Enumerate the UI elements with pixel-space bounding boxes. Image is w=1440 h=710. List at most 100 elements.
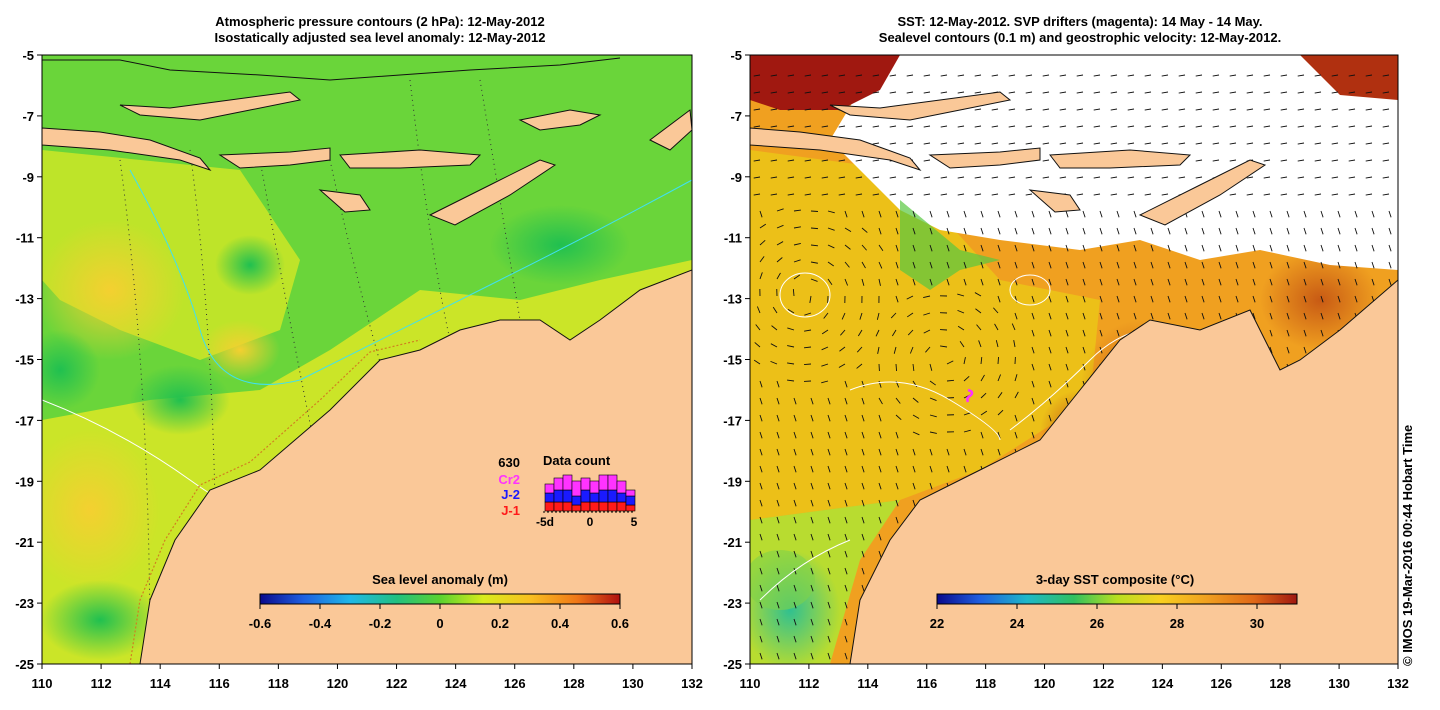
- velocity-arrow: [821, 74, 829, 77]
- velocity-arrow: [997, 227, 1001, 235]
- velocity-arrow: [1031, 414, 1035, 422]
- bar-cr2: [625, 489, 636, 497]
- sst-colorbar-bar: [936, 593, 1298, 605]
- velocity-arrow: [997, 409, 1004, 416]
- java-island: [42, 127, 212, 172]
- velocity-arrow: [963, 227, 967, 235]
- velocity-arrow: [770, 125, 778, 128]
- imos-credit: © IMOS 19-Mar-2016 00:44 Hobart Time: [1400, 424, 1415, 666]
- velocity-arrow: [787, 74, 795, 77]
- velocity-arrow: [912, 482, 916, 490]
- velocity-arrow: [1246, 108, 1254, 111]
- velocity-arrow: [1303, 227, 1307, 235]
- velocity-arrow: [821, 380, 829, 384]
- velocity-arrow: [1042, 108, 1050, 111]
- velocity-arrow: [991, 142, 999, 145]
- velocity-arrow: [1008, 74, 1016, 77]
- velocity-arrow: [1252, 210, 1256, 218]
- velocity-arrow: [980, 410, 988, 416]
- velocity-arrow: [1212, 74, 1220, 77]
- velocity-arrow: [1144, 125, 1152, 128]
- velocity-arrow: [861, 397, 865, 405]
- velocity-arrow: [1201, 261, 1205, 269]
- velocity-arrow: [1161, 176, 1169, 179]
- bar-j2: [607, 489, 618, 503]
- velocity-arrow: [912, 210, 916, 218]
- sst-colorbar-ticks: 22 24 26 28 30: [930, 604, 1264, 631]
- velocity-arrow: [997, 392, 1003, 399]
- velocity-arrow: [810, 601, 814, 609]
- velocity-arrow: [793, 652, 797, 660]
- velocity-arrow: [974, 176, 982, 179]
- velocity-arrow: [957, 74, 965, 77]
- velocity-arrow: [957, 293, 965, 297]
- velocity-arrow: [844, 261, 850, 268]
- velocity-arrow: [776, 601, 780, 609]
- velocity-arrow: [1110, 74, 1118, 77]
- velocity-arrow: [929, 210, 933, 218]
- velocity-arrow: [906, 142, 914, 145]
- velocity-arrow: [1348, 176, 1356, 179]
- velocity-arrow: [838, 74, 846, 77]
- velocity-arrow: [804, 108, 812, 111]
- velocity-arrow: [991, 108, 999, 111]
- velocity-arrow: [1099, 210, 1103, 218]
- right-title-line2: Sealevel contours (0.1 m) and geostrophi…: [878, 30, 1282, 45]
- sst-hot-north: [750, 55, 900, 110]
- y-tick-label: -11: [16, 231, 34, 246]
- velocity-arrow: [787, 159, 795, 162]
- data-count-title: Data count: [543, 453, 611, 468]
- velocity-arrow: [1331, 193, 1339, 196]
- velocity-arrow: [827, 601, 831, 609]
- velocity-arrow: [872, 193, 880, 196]
- velocity-arrow: [940, 125, 948, 128]
- velocity-arrow: [991, 74, 999, 77]
- velocity-arrow: [963, 465, 967, 473]
- velocity-arrow: [1110, 176, 1118, 179]
- data-count-inset: 630 Data count Cr2 J-2 J-1 -5d 0 5: [498, 453, 637, 529]
- velocity-arrow: [809, 295, 812, 303]
- velocity-arrow: [906, 74, 914, 77]
- velocity-arrow: [929, 278, 933, 286]
- velocity-arrow: [810, 261, 818, 264]
- velocity-arrow: [776, 550, 780, 558]
- velocity-arrow: [980, 392, 987, 399]
- velocity-arrow: [1246, 74, 1254, 77]
- velocity-arrow: [1212, 91, 1220, 94]
- velocity-arrow: [872, 74, 880, 77]
- velocity-arrow: [861, 414, 865, 422]
- x-tick-label: 122: [386, 676, 408, 691]
- velocity-arrow: [1229, 74, 1237, 77]
- velocity-arrow: [861, 465, 865, 473]
- velocity-arrow: [810, 397, 814, 405]
- velocity-arrow: [844, 635, 848, 643]
- velocity-arrow: [1076, 125, 1084, 128]
- velocity-arrow: [1110, 125, 1118, 128]
- velocity-arrow: [1263, 159, 1271, 162]
- velocity-arrow: [821, 193, 829, 196]
- sla-colorbar-ticks: -0.6 -0.4 -0.2 0 0.2 0.4 0.6: [249, 604, 629, 631]
- velocity-arrow: [1286, 261, 1290, 269]
- velocity-arrow: [776, 533, 780, 541]
- velocity-arrow: [940, 142, 948, 145]
- velocity-arrow: [1099, 244, 1103, 252]
- velocity-arrow: [906, 176, 914, 179]
- left-map: [42, 55, 692, 664]
- velocity-arrow: [1280, 193, 1288, 196]
- velocity-arrow: [1371, 227, 1375, 235]
- velocity-arrow: [793, 448, 797, 456]
- velocity-arrow: [957, 125, 965, 128]
- velocity-arrow: [997, 295, 1001, 303]
- velocity-arrow: [827, 550, 831, 558]
- velocity-arrow: [940, 345, 948, 348]
- velocity-arrow: [1093, 193, 1101, 196]
- velocity-arrow: [1229, 193, 1237, 196]
- velocity-arrow: [929, 465, 933, 473]
- velocity-arrow: [912, 363, 915, 372]
- velocity-arrow: [1371, 261, 1375, 269]
- velocity-arrow: [759, 652, 763, 660]
- velocity-arrow: [872, 125, 880, 128]
- data-count-tick-end: 5: [631, 515, 638, 529]
- velocity-arrow: [895, 261, 899, 269]
- velocity-arrow: [1286, 244, 1290, 252]
